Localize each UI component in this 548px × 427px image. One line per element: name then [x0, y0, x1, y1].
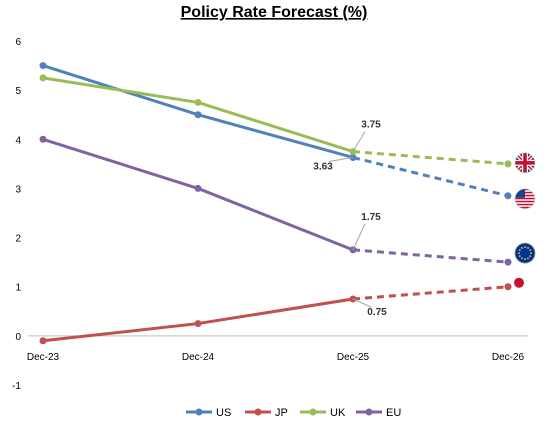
y-tick-label: 5 — [15, 86, 21, 97]
legend-label: JP — [275, 407, 288, 419]
y-tick-label: -1 — [12, 381, 21, 392]
data-point-us — [504, 192, 512, 200]
data-point-eu — [194, 184, 202, 192]
leader-line — [328, 156, 354, 162]
data-point-uk — [39, 74, 47, 82]
x-axis-ticks: Dec-23 Dec-24 Dec-25 Dec-26 — [27, 352, 525, 363]
leader-line — [352, 131, 366, 152]
data-point-jp — [194, 320, 202, 328]
eu-flag-icon — [514, 242, 536, 264]
legend-item-us: US — [186, 407, 231, 419]
data-labels: 3.75 3.63 1.75 0.75 — [313, 120, 387, 318]
leader-line — [352, 223, 366, 251]
series-line-eu — [42, 137, 354, 252]
data-point-us — [39, 62, 47, 70]
series-forecast-line-eu — [352, 248, 509, 264]
x-tick-label: Dec-25 — [337, 352, 370, 363]
data-point-eu — [39, 135, 47, 143]
data-point-eu — [504, 258, 512, 266]
jp-flag-icon — [514, 277, 524, 288]
us-flag-icon — [514, 188, 536, 210]
data-label-jp: 0.75 — [367, 307, 387, 318]
data-label-eu: 1.75 — [361, 212, 381, 223]
uk-flag-icon — [514, 152, 536, 174]
legend-item-eu: EU — [356, 407, 401, 419]
series-forecast-line-us — [352, 156, 509, 198]
y-tick-label: 6 — [15, 37, 21, 48]
legend-item-uk: UK — [300, 407, 346, 419]
legend-marker — [309, 408, 317, 416]
y-tick-label: 0 — [15, 332, 21, 343]
series-forecast-line-jp — [352, 285, 509, 301]
data-point-uk — [194, 98, 202, 106]
legend-label: UK — [330, 407, 346, 419]
series-points — [39, 62, 512, 345]
legend-label: US — [216, 407, 231, 419]
data-point-uk — [504, 160, 512, 168]
x-tick-label: Dec-24 — [182, 352, 215, 363]
y-tick-label: 2 — [15, 234, 21, 245]
y-tick-label: 4 — [15, 135, 21, 146]
series-line-jp — [42, 297, 354, 343]
y-axis-ticks: -1 0 1 2 3 4 5 6 — [12, 37, 21, 392]
data-point-jp — [39, 337, 47, 345]
data-label-us: 3.63 — [313, 161, 333, 172]
legend-item-jp: JP — [245, 407, 288, 419]
data-label-uk: 3.75 — [361, 120, 381, 131]
y-tick-label: 1 — [15, 283, 21, 294]
chart-title: Policy Rate Forecast (%) — [181, 4, 368, 21]
legend-label: EU — [386, 407, 401, 419]
x-tick-label: Dec-23 — [27, 352, 60, 363]
flags — [514, 152, 536, 288]
data-point-jp — [504, 283, 512, 291]
legend: US JP UK EU — [186, 407, 401, 419]
legend-marker — [254, 408, 262, 416]
leader-line — [352, 298, 372, 308]
x-tick-label: Dec-26 — [492, 352, 525, 363]
data-point-us — [194, 111, 202, 119]
legend-marker — [365, 408, 373, 416]
series-forecast-line-uk — [352, 150, 509, 166]
legend-marker — [195, 408, 203, 416]
y-tick-label: 3 — [15, 184, 21, 195]
series-lines — [42, 64, 509, 343]
